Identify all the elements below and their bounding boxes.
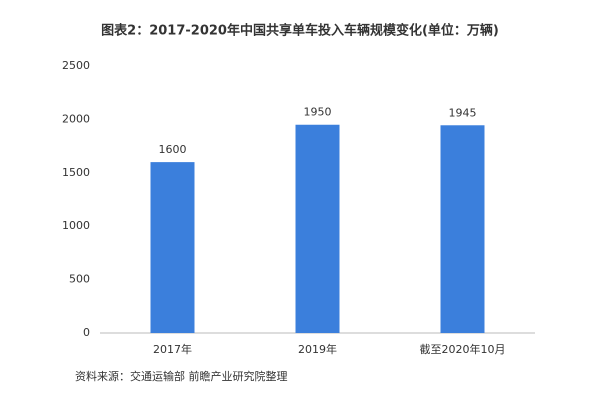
y-tick-label: 1000	[62, 219, 90, 232]
chart-title: 图表2：2017-2020年中国共享单车投入车辆规模变化(单位：万辆)	[101, 23, 499, 39]
data-label: 1950	[304, 106, 332, 119]
y-tick-label: 2000	[62, 112, 90, 125]
bar	[295, 124, 340, 334]
data-label: 1600	[159, 143, 187, 156]
x-tick-label: 2019年	[298, 342, 337, 356]
source-note: 资料来源：交通运输部 前瞻产业研究院整理	[75, 369, 288, 383]
data-label: 1945	[449, 106, 477, 119]
x-tick-label: 截至2020年10月	[420, 342, 506, 356]
x-tick-label: 2017年	[153, 342, 192, 356]
y-tick-label: 1500	[62, 166, 90, 179]
y-tick-label: 2500	[62, 59, 90, 72]
y-tick-label: 0	[83, 326, 90, 339]
y-tick-label: 500	[69, 273, 90, 286]
bar	[150, 162, 195, 333]
bar	[440, 125, 485, 333]
